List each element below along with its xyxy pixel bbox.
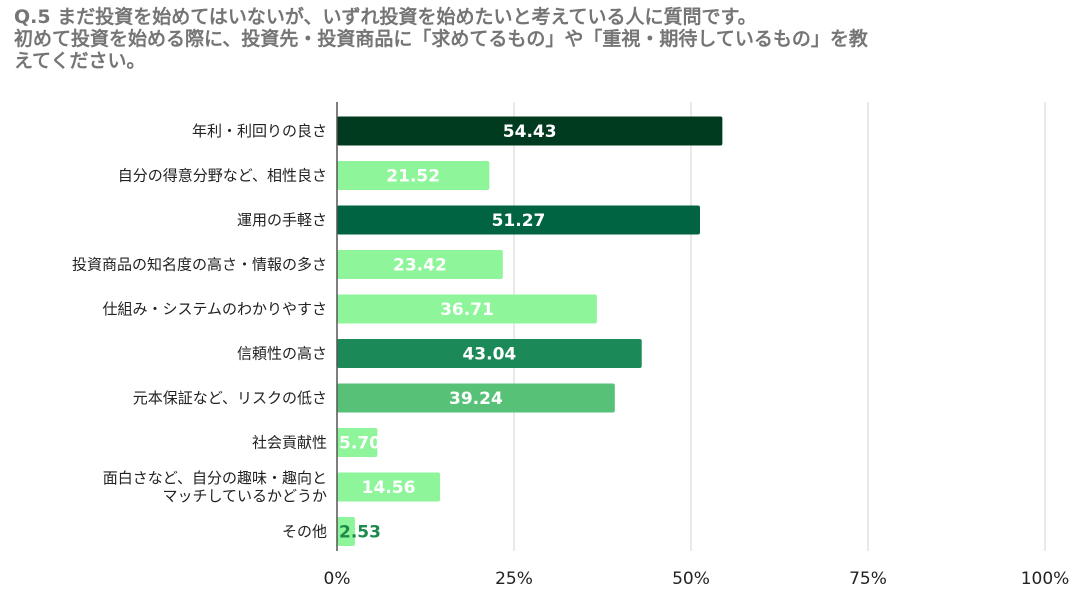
category-label: その他 bbox=[282, 523, 327, 541]
value-label: 2.53 bbox=[339, 523, 381, 543]
x-tick-label: 25% bbox=[495, 569, 533, 589]
value-label: 23.42 bbox=[393, 256, 447, 276]
chart-title: Q.5 まだ投資を始めてはいないが、いずれ投資を始めたいと考えている人に質問です… bbox=[14, 6, 1064, 72]
value-label: 14.56 bbox=[362, 478, 416, 498]
bars bbox=[337, 116, 723, 546]
bar bbox=[337, 517, 355, 546]
gridlines bbox=[513, 102, 1046, 551]
x-tick-label: 100% bbox=[1021, 569, 1070, 589]
x-tick-label: 75% bbox=[849, 569, 887, 589]
value-labels: 54.43 21.52 51.27 23.42 36.71 43.04 39.24 5.70 1… bbox=[339, 122, 557, 543]
category-label: 投資商品の知名度の高さ・情報の多さ bbox=[72, 256, 327, 274]
x-tick-labels: 0% 25% 50% 75% 100% bbox=[324, 569, 1070, 589]
value-label: 51.27 bbox=[492, 211, 546, 231]
bar bbox=[337, 383, 615, 413]
title-line-3: えてください。 bbox=[14, 50, 146, 72]
title-line-1: Q.5 まだ投資を始めてはいないが、いずれ投資を始めたいと考えている人に質問です… bbox=[14, 6, 757, 28]
bar bbox=[337, 472, 441, 502]
category-labels: 年利・利回りの良さ自分の得意分野など、相性良さ運用の手軽さ投資商品の知名度の高さ… bbox=[72, 122, 327, 541]
bar bbox=[337, 250, 503, 279]
category-label: 面白さなど、自分の趣味・趣向と bbox=[103, 469, 327, 487]
x-tick-label: 0% bbox=[324, 569, 351, 589]
value-label: 39.24 bbox=[449, 389, 503, 409]
category-label: マッチしているかどうか bbox=[162, 487, 327, 505]
category-label: 年利・利回りの良さ bbox=[192, 122, 327, 140]
bar bbox=[337, 116, 723, 146]
bar bbox=[337, 294, 597, 324]
bar bbox=[337, 161, 490, 190]
value-label: 36.71 bbox=[440, 300, 494, 320]
value-label: 21.52 bbox=[386, 167, 440, 187]
value-label: 5.70 bbox=[339, 434, 381, 454]
value-label: 43.04 bbox=[462, 345, 516, 365]
bar bbox=[337, 205, 700, 235]
title-line-2: 初めて投資を始める際に、投資先・投資商品に「求めてるもの」や「重視・期待している… bbox=[14, 28, 868, 50]
x-tick-label: 50% bbox=[672, 569, 710, 589]
category-label: 社会貢献性 bbox=[252, 434, 327, 452]
category-label: 仕組み・システムのわかりやすさ bbox=[102, 300, 327, 318]
category-label: 元本保証など、リスクの低さ bbox=[133, 389, 327, 407]
category-label: 信頼性の高さ bbox=[237, 345, 327, 363]
bar bbox=[337, 339, 642, 368]
value-label: 54.43 bbox=[503, 122, 557, 142]
bar bbox=[337, 428, 378, 457]
category-label: 自分の得意分野など、相性良さ bbox=[118, 167, 327, 185]
category-label: 運用の手軽さ bbox=[237, 211, 327, 229]
